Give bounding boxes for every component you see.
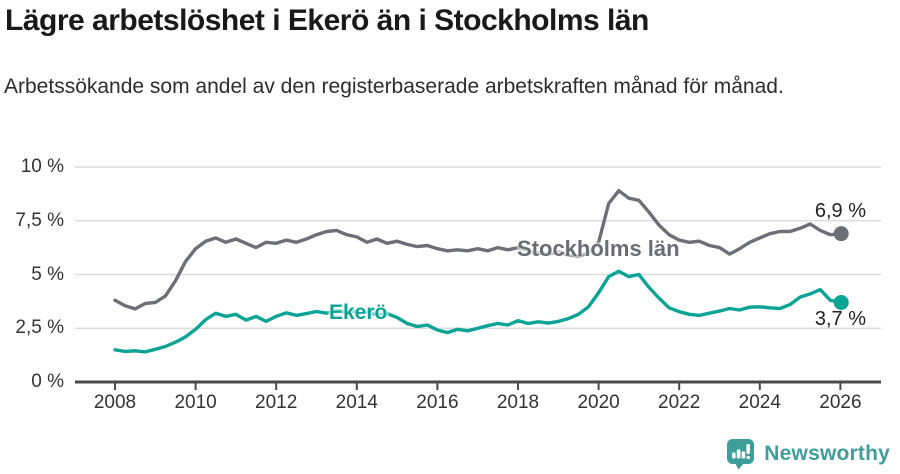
series-label-ekero: Ekerö [329, 301, 388, 324]
series-line-ekero [113, 269, 843, 354]
x-axis-tick-label: 2008 [93, 392, 137, 413]
page-subtitle: Arbetssökande som andel av den registerb… [4, 75, 784, 98]
series-end-dot-stockholms-lan [833, 226, 849, 242]
y-axis-tick-label: 10 % [20, 156, 64, 177]
series-end-dot-ekero [833, 294, 849, 310]
y-axis-tick-label: 2,5 % [15, 317, 64, 339]
x-axis-tick-label: 2026 [819, 392, 862, 413]
x-axis-tick-label: 2014 [335, 392, 378, 413]
x-axis-tick-label: 2020 [577, 392, 620, 413]
series-line-stockholms-lan [113, 188, 843, 311]
end-value-label-stockholms-lan: 6,9 % [814, 200, 866, 222]
y-axis-tick-label: 7,5 % [15, 209, 64, 231]
x-axis-tick-label: 2016 [416, 392, 459, 413]
x-axis-tick-label: 2022 [658, 392, 701, 413]
y-axis-tick-label: 0 % [31, 371, 64, 392]
x-axis-tick-label: 2012 [255, 392, 298, 413]
newsworthy-logo-icon [727, 439, 755, 470]
series-label-stockholms-lan: Stockholms län [517, 236, 680, 261]
x-axis-tick-label: 2024 [738, 392, 781, 413]
x-axis-tick-label: 2018 [496, 392, 540, 413]
page-title: Lägre arbetslöshet i Ekerö än i Stockhol… [5, 4, 649, 37]
x-axis-tick-label: 2010 [174, 392, 217, 413]
end-value-label-ekero: 3,7 % [814, 308, 866, 330]
newsworthy-wordmark: Newsworthy [764, 441, 890, 465]
y-axis-tick-label: 5 % [31, 263, 64, 285]
newsworthy-branding: Newsworthy [726, 437, 890, 470]
